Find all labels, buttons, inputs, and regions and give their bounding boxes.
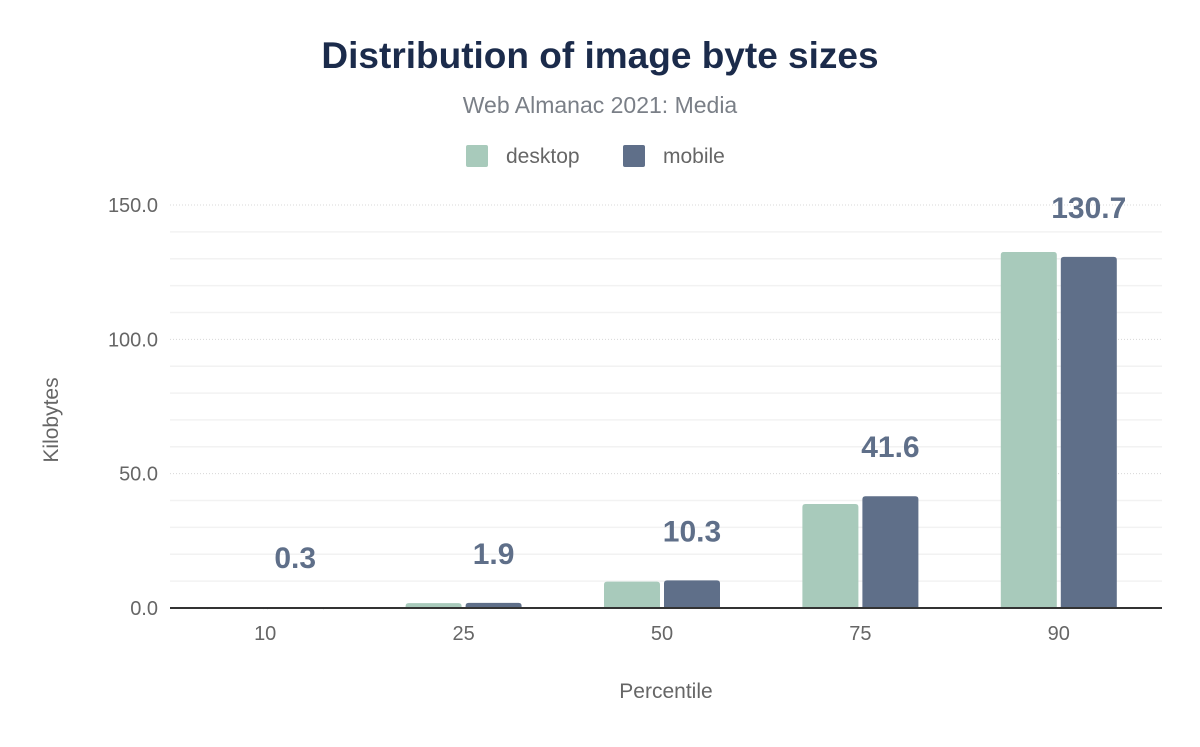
legend-swatch-mobile: [623, 145, 645, 167]
bar-mobile-90: [1060, 256, 1117, 608]
bar-mobile-75: [862, 496, 919, 608]
data-label: 1.9: [473, 538, 515, 571]
x-tick-label: 10: [254, 623, 276, 645]
chart-subtitle: Web Almanac 2021: Media: [463, 92, 738, 118]
bar-mobile-25: [465, 602, 522, 608]
bar-desktop-50: [604, 581, 660, 608]
x-tick-label: 90: [1048, 623, 1070, 645]
legend-label-mobile: mobile: [663, 145, 725, 168]
y-tick-label: 150.0: [108, 195, 158, 217]
y-tick-label: 100.0: [108, 329, 158, 351]
bar-mobile-50: [664, 580, 720, 608]
x-tick-label: 75: [849, 623, 871, 645]
bar-desktop-25: [405, 603, 462, 608]
bar-desktop-75: [802, 504, 859, 608]
x-tick-label: 25: [452, 623, 474, 645]
y-axis-title: Kilobytes: [40, 377, 63, 462]
x-axis-title: Percentile: [619, 680, 712, 703]
chart-title: Distribution of image byte sizes: [321, 35, 878, 76]
x-tick-label: 50: [651, 623, 673, 645]
bar-desktop-90: [1000, 252, 1057, 608]
data-label: 130.7: [1051, 192, 1126, 225]
data-label: 10.3: [663, 515, 721, 548]
data-label: 41.6: [861, 431, 919, 464]
y-tick-label: 0.0: [130, 598, 158, 620]
legend-swatch-desktop: [466, 145, 488, 167]
y-tick-label: 50.0: [119, 464, 158, 486]
data-label: 0.3: [274, 542, 316, 575]
legend-label-desktop: desktop: [506, 145, 580, 168]
